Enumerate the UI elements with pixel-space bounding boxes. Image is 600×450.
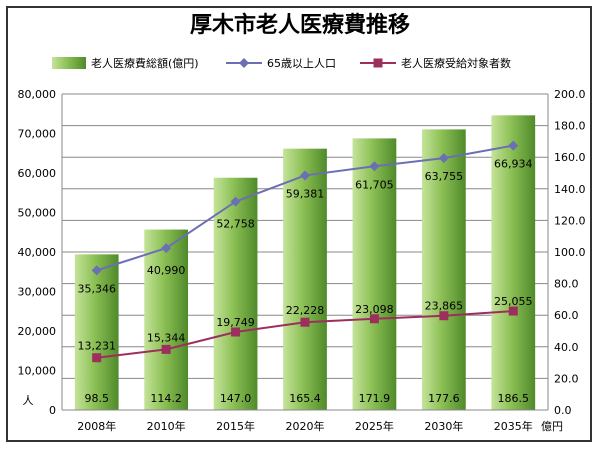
data-point-square (161, 344, 171, 354)
y-left-tick-label: 20,000 (18, 325, 57, 338)
data-point-diamond (91, 265, 102, 276)
y-right-tick-label: 40.0 (554, 341, 579, 354)
bar (213, 177, 258, 410)
data-point-diamond (438, 153, 449, 164)
legend: 老人医療費総額(億円) 65歳以上人口 老人医療受給対象者数 (52, 56, 511, 70)
bar-data-label: 165.4 (289, 392, 321, 405)
line-data-label: 19,749 (216, 316, 255, 329)
x-tick-label: 2030年 (424, 419, 463, 433)
y-left-tick-label: 80,000 (18, 88, 57, 101)
y-right-tick-label: 160.0 (554, 151, 586, 164)
x-tick-label: 2008年 (77, 419, 116, 433)
y-right-tick-label: 200.0 (554, 88, 586, 101)
x-tick-label: 2025年 (355, 419, 394, 433)
line-data-label: 63,755 (425, 170, 464, 183)
bar-data-label: 98.5 (84, 392, 109, 405)
legend-swatch-bar (52, 57, 86, 69)
data-point-diamond (508, 140, 519, 151)
legend-marker-diamond (239, 58, 249, 68)
x-tick-label: 2015年 (216, 419, 255, 433)
bar (352, 138, 397, 410)
bar (491, 115, 536, 410)
data-point-square (508, 306, 518, 316)
data-point-square (231, 327, 241, 337)
legend-label: 老人医療費総額(億円) (91, 56, 199, 70)
data-point-square (300, 317, 310, 327)
bars: 98.5 114.2 147.0 165.4 171.9 177.6 186.5 (74, 115, 536, 410)
data-point-square (369, 314, 379, 324)
legend-label: 老人医療受給対象者数 (401, 56, 511, 70)
line-data-label: 13,231 (77, 340, 116, 353)
lines: 35,346 40,990 52,758 59,381 61,705 63,755 66,9… (77, 140, 533, 363)
x-tick-label: 2010年 (147, 419, 186, 433)
y-right-tick-label: 180.0 (554, 120, 586, 133)
y-right-tick-label: 60.0 (554, 309, 579, 322)
bar-data-label: 147.0 (220, 392, 252, 405)
legend-marker-square (373, 58, 383, 68)
line-data-label: 52,758 (216, 218, 255, 231)
y-left-tick-label: 70,000 (18, 128, 57, 141)
line-data-label: 23,865 (425, 300, 464, 313)
data-point-square (439, 311, 449, 321)
bar (144, 229, 189, 410)
y-right-tick-label: 140.0 (554, 183, 586, 196)
bar (283, 148, 327, 410)
y-right-tick-label: 80.0 (554, 278, 579, 291)
legend-label: 65歳以上人口 (267, 57, 336, 70)
y-right-axis-label: 億円 (541, 420, 563, 433)
data-point-square (92, 353, 102, 363)
line-data-label: 25,055 (494, 295, 533, 308)
bar (421, 129, 466, 410)
line-data-label: 15,344 (147, 331, 186, 344)
y-left-tick-label: 40,000 (18, 246, 57, 259)
data-point-diamond (161, 243, 172, 254)
y-left-tick-label: 0 (49, 404, 56, 417)
line-data-label: 66,934 (494, 158, 533, 171)
x-tick-label: 2020年 (286, 419, 325, 433)
line-data-label: 23,098 (355, 303, 394, 316)
line-data-label: 61,705 (355, 178, 394, 191)
chart-title: 厚木市老人医療費推移 (190, 12, 410, 38)
line-data-label: 40,990 (147, 264, 186, 277)
bar (74, 254, 119, 410)
bar-data-label: 114.2 (150, 392, 182, 405)
line-data-label: 59,381 (286, 187, 325, 200)
line-data-label: 22,228 (286, 304, 325, 317)
y-left-axis-label: 人 (23, 394, 34, 407)
y-left-tick-label: 10,000 (18, 365, 57, 378)
line-data-label: 35,346 (77, 282, 116, 295)
axes: 0 10,000 20,000 30,000 40,000 50,000 60,000 70,… (18, 88, 586, 433)
y-right-tick-label: 120.0 (554, 214, 586, 227)
bar-data-label: 177.6 (428, 392, 460, 405)
x-tick-label: 2035年 (494, 419, 533, 433)
y-left-tick-label: 60,000 (18, 167, 57, 180)
y-left-tick-label: 30,000 (18, 286, 57, 299)
y-right-tick-label: 100.0 (554, 246, 586, 259)
bar-data-label: 171.9 (359, 392, 391, 405)
y-left-tick-label: 50,000 (18, 207, 57, 220)
data-point-diamond (230, 196, 241, 207)
y-right-tick-label: 20.0 (554, 372, 579, 385)
y-right-tick-label: 0.0 (554, 404, 572, 417)
data-point-diamond (300, 170, 310, 181)
data-point-diamond (369, 161, 380, 172)
bar-data-label: 186.5 (498, 392, 530, 405)
